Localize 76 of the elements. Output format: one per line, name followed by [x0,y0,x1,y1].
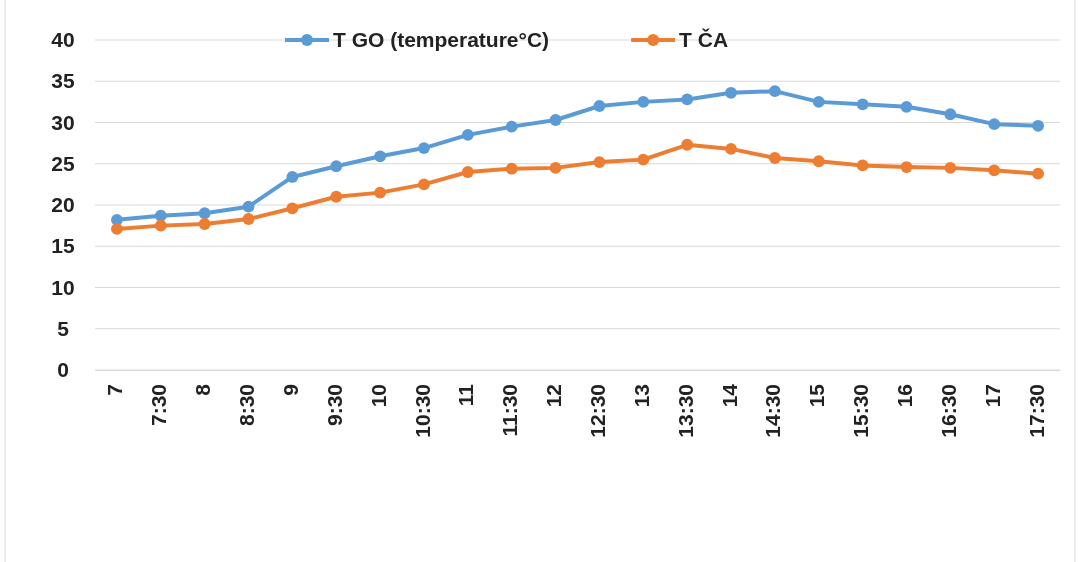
x-tick-label: 17 [980,384,1004,408]
point [505,120,518,133]
y-tick-label: 25 [51,151,75,175]
point [549,161,562,174]
point [812,95,825,108]
x-tick-label: 14 [717,383,741,408]
point [286,202,299,215]
point [198,207,211,220]
point [681,93,694,106]
x-tick-label: 13:30 [673,384,697,438]
point [725,86,737,99]
x-tick-label: 11 [454,383,478,407]
point [549,114,562,126]
y-tick-label: 35 [51,69,75,93]
point [593,100,606,112]
x-tick-label: 13 [629,384,653,408]
point [374,150,387,163]
x-tick-label: 9:30 [322,384,346,427]
x-tick-label: 12:30 [585,384,609,438]
x-tick-label: 17:30 [1024,384,1048,438]
y-tick-label: 5 [57,316,70,340]
point [944,161,957,174]
point [593,156,606,169]
legend-label: T ČA [679,28,729,52]
point [418,178,430,191]
point [198,218,211,230]
x-tick-label: 12 [542,384,566,408]
y-tick-label: 0 [57,358,69,382]
x-tick-label: 8:30 [235,384,259,427]
y-tick-label: 30 [51,110,75,134]
x-tick-label: 11:30 [498,384,522,437]
y-tick-label: 20 [51,193,75,217]
point [505,162,518,175]
legend-label: T GO (temperature°C) [333,28,550,52]
x-tick-label: 15 [805,383,829,408]
point [111,223,123,235]
point [988,118,1001,131]
point [461,128,474,141]
point [637,95,650,108]
point [461,166,474,178]
x-tick-label: 8 [191,383,215,396]
point [988,164,1001,177]
point [418,142,430,154]
point [1032,119,1044,132]
point [242,200,255,213]
point [1032,167,1044,180]
x-tick-label: 7 [103,384,127,396]
x-tick-label: 16 [893,384,917,408]
point [154,219,167,232]
point [330,190,343,203]
x-tick-label: 16:30 [936,384,960,438]
point [330,160,343,173]
point [856,159,869,172]
point [900,161,913,173]
point [725,142,737,155]
x-tick-label: 14:30 [761,384,785,438]
x-tick-label: 9 [278,384,302,396]
point [154,209,167,222]
point [768,85,781,98]
y-tick-label: 10 [51,275,75,299]
x-tick-label: 15:30 [849,384,873,438]
point [286,171,299,183]
point [637,153,650,166]
point [856,98,869,111]
point [681,138,694,151]
point [374,186,387,199]
x-tick-label: 10 [366,384,390,408]
x-tick-label: 10:30 [410,384,434,438]
point [944,108,957,121]
y-tick-label: 15 [51,234,75,258]
point [812,155,825,168]
point [242,213,255,225]
x-tick-label: 7:30 [147,384,171,427]
point [900,100,913,113]
point [768,152,781,164]
y-tick-label: 40 [51,28,75,52]
